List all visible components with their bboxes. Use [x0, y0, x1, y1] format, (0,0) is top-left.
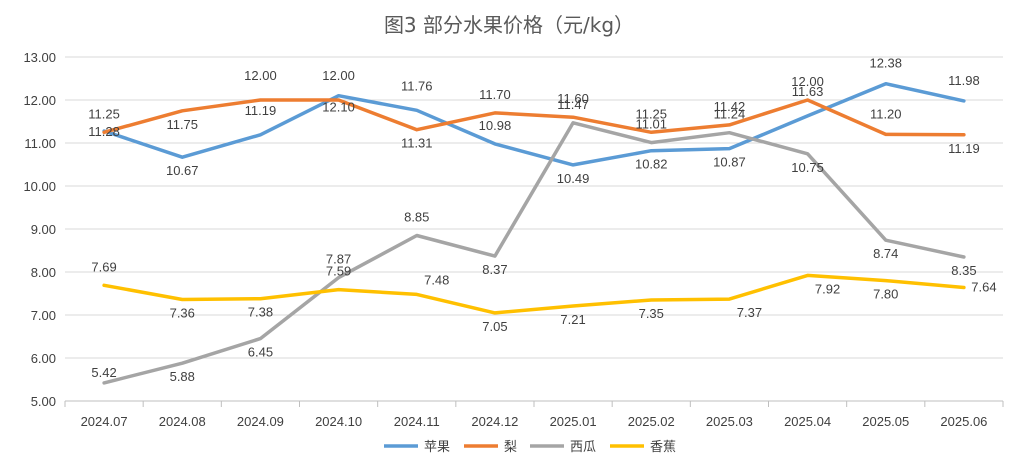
data-label: 8.35: [951, 263, 976, 278]
data-label: 10.75: [791, 160, 824, 175]
data-label: 11.60: [557, 91, 589, 106]
series-line: [102, 273, 966, 315]
data-label: 11.47: [557, 97, 589, 112]
data-label: 10.82: [635, 157, 668, 172]
x-tick-label: 2024.08: [159, 414, 206, 429]
data-label: 10.67: [166, 163, 199, 178]
data-label: 11.42: [714, 99, 746, 114]
data-label: 7.59: [326, 264, 351, 279]
data-label: 11.28: [88, 124, 120, 139]
data-label: 12.38: [869, 56, 902, 71]
data-label: 11.25: [88, 106, 120, 121]
x-tick-label: 2024.09: [237, 414, 284, 429]
y-tick-label: 12.00: [23, 93, 56, 108]
data-labels: 11.28 10.67 11.19 12.10 11.76 10.98 10.49 10.82…: [88, 56, 996, 385]
data-label: 11.19: [245, 103, 277, 118]
data-label: 7.38: [248, 305, 273, 320]
data-label: 7.37: [737, 305, 762, 320]
data-label: 12.00: [322, 68, 355, 83]
data-label: 12.10: [322, 100, 355, 115]
data-label: 11.31: [401, 136, 433, 151]
data-label: 12.00: [244, 68, 277, 83]
legend-label: 香蕉: [650, 440, 676, 455]
data-label: 11.24: [714, 107, 746, 122]
x-tick-label: 2025.06: [940, 414, 987, 429]
x-tick-label: 2024.11: [394, 414, 440, 429]
data-label: 10.98: [479, 118, 512, 133]
y-axis-ticks: 5.00 6.00 7.00 8.00 9.00 10.00 11.00 12.00 13.00: [23, 50, 56, 409]
x-axis-ticks: 2024.07 2024.08 2024.09 2024.10 2024.11 2024.…: [64, 401, 1004, 429]
x-tick-label: 2025.03: [706, 414, 753, 429]
data-label: 11.98: [948, 73, 980, 88]
data-label: 5.88: [170, 369, 195, 384]
legend-label: 西瓜: [570, 440, 596, 455]
series-line: [102, 98, 966, 137]
data-label: 7.87: [326, 252, 351, 267]
y-tick-label: 8.00: [31, 265, 56, 280]
data-label: 7.21: [560, 312, 585, 327]
data-label: 7.64: [971, 279, 996, 294]
x-tick-label: 2025.05: [862, 414, 909, 429]
data-label: 11.75: [166, 117, 198, 132]
x-tick-label: 2025.02: [628, 414, 675, 429]
series-line: [102, 81, 966, 167]
y-tick-label: 9.00: [31, 222, 56, 237]
data-label: 11.63: [792, 84, 824, 99]
data-label: 11.70: [479, 87, 511, 102]
x-tick-label: 2024.12: [471, 414, 518, 429]
y-tick-label: 11.00: [24, 136, 56, 151]
data-label: 11.25: [635, 106, 667, 121]
data-label: 10.49: [557, 171, 590, 186]
data-label: 8.74: [873, 246, 898, 261]
y-tick-label: 13.00: [23, 50, 56, 65]
data-label: 11.20: [870, 106, 902, 121]
legend-label: 梨: [504, 440, 517, 455]
data-label: 7.48: [424, 272, 449, 287]
y-tick-label: 7.00: [31, 308, 56, 323]
y-tick-label: 5.00: [31, 394, 56, 409]
data-label: 11.01: [635, 117, 667, 132]
x-tick-label: 2024.07: [81, 414, 128, 429]
x-tick-label: 2025.01: [550, 414, 597, 429]
data-label: 11.19: [948, 141, 980, 156]
data-label: 8.37: [482, 262, 507, 277]
data-label: 8.85: [404, 209, 429, 224]
data-label: 5.42: [91, 365, 116, 380]
data-label: 7.05: [482, 319, 507, 334]
data-label: 6.45: [248, 345, 273, 360]
series-line: [102, 121, 966, 385]
x-tick-label: 2025.04: [784, 414, 831, 429]
series-lines: [102, 81, 966, 385]
data-label: 7.69: [91, 259, 116, 274]
chart-title: 图3 部分水果价格（元/kg）: [384, 13, 634, 37]
data-label: 7.80: [873, 287, 898, 302]
data-label: 7.92: [815, 281, 840, 296]
data-label: 12.00: [791, 74, 824, 89]
data-label: 7.35: [639, 306, 664, 321]
legend-label: 苹果: [424, 440, 450, 455]
data-label: 10.87: [713, 155, 746, 170]
y-tick-label: 10.00: [23, 179, 56, 194]
data-label: 11.76: [401, 78, 433, 93]
legend: 苹果 梨 西瓜 香蕉: [384, 440, 676, 455]
x-tick-label: 2024.10: [315, 414, 362, 429]
data-label: 7.36: [170, 306, 195, 321]
y-tick-label: 6.00: [31, 351, 56, 366]
